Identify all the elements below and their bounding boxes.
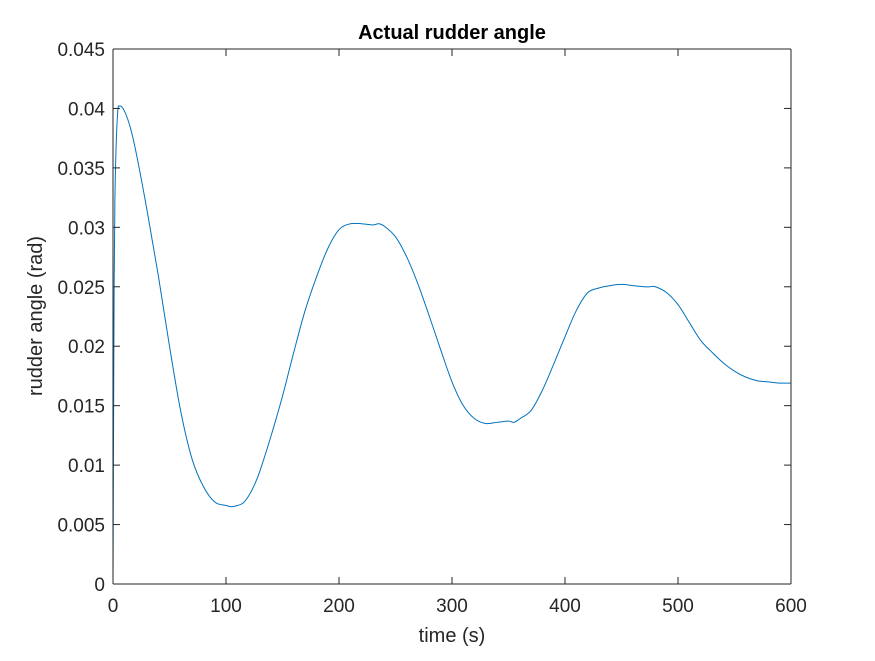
y-tick-label: 0 xyxy=(94,575,105,596)
y-tick-label: 0.02 xyxy=(68,337,105,358)
y-tick-label: 0.01 xyxy=(68,456,105,477)
x-tick-label: 500 xyxy=(662,596,694,617)
x-tick-label: 300 xyxy=(436,596,468,617)
chart-title: Actual rudder angle xyxy=(358,22,546,44)
x-tick-label: 600 xyxy=(775,596,807,617)
x-tick-label: 200 xyxy=(323,596,355,617)
tick-layer: 0 100 200 300 400 500 600 0 0.005 0.01 0.015 0.02 0.… xyxy=(57,40,806,617)
y-tick-label: 0.015 xyxy=(57,397,105,418)
plot-background xyxy=(113,49,791,584)
x-tick-label: 0 xyxy=(108,596,119,617)
y-tick-label: 0.04 xyxy=(68,99,105,120)
x-tick-label: 400 xyxy=(549,596,581,617)
x-axis-label: time (s) xyxy=(419,625,486,647)
y-tick-label: 0.005 xyxy=(57,516,105,537)
x-tick-label: 100 xyxy=(210,596,242,617)
y-tick-label: 0.025 xyxy=(57,278,105,299)
y-tick-label: 0.045 xyxy=(57,40,105,61)
y-tick-label: 0.035 xyxy=(57,159,105,180)
y-axis-label: rudder angle (rad) xyxy=(25,236,47,396)
series-line-0 xyxy=(112,105,792,585)
series-layer xyxy=(112,105,792,585)
y-tick-label: 0.03 xyxy=(68,218,105,239)
